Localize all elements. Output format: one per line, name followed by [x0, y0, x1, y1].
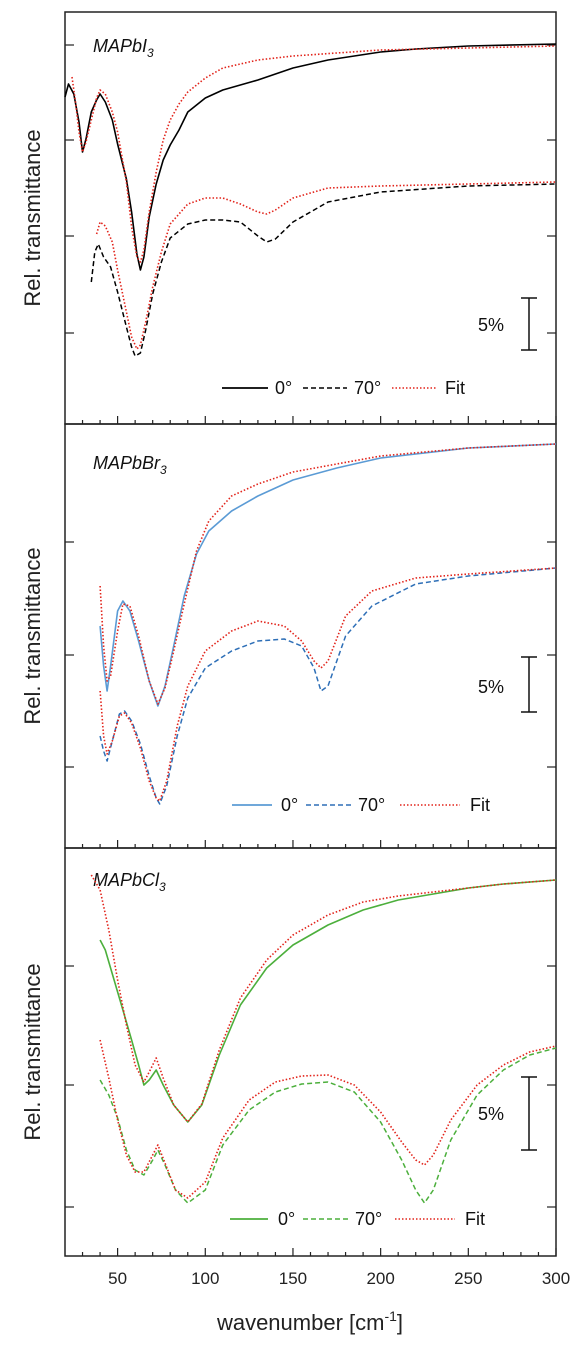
panel-1-series-70deg	[90, 183, 557, 357]
panel-1-scale-bar: 5%	[478, 297, 537, 351]
panel-1-series-0deg	[64, 43, 557, 271]
series-layer	[64, 43, 557, 1204]
legend-label-70deg: 70°	[354, 378, 381, 398]
panel-2-frame	[64, 423, 557, 849]
legend-label-fit: Fit	[445, 378, 465, 398]
x-tick-label: 300	[542, 1269, 570, 1288]
svg-text:5%: 5%	[478, 1104, 504, 1124]
svg-text:5%: 5%	[478, 315, 504, 335]
panel-3-scale-bar: 5%	[478, 1076, 537, 1151]
panel-1-legend: 0° 70° Fit	[222, 378, 465, 398]
legend-label-fit: Fit	[470, 795, 490, 815]
legend-label-70deg: 70°	[358, 795, 385, 815]
panel-3-series-0deg	[99, 879, 557, 1123]
legend-label-70deg: 70°	[355, 1209, 382, 1229]
x-tick-label: 50	[108, 1269, 127, 1288]
x-axis-label: wavenumber [cm-1]	[216, 1308, 403, 1335]
panel-1-frame	[64, 11, 557, 425]
panel-3-series-70deg	[99, 1047, 557, 1204]
panel-3-compound-label: MAPbCl3	[93, 870, 166, 894]
panel-2-series-70deg	[99, 567, 557, 805]
panel-3-series-fit	[99, 1039, 557, 1199]
panel-1-series-fit	[95, 181, 557, 350]
legend-label-0deg: 0°	[278, 1209, 295, 1229]
legend-label-fit: Fit	[465, 1209, 485, 1229]
x-tick-label: 200	[366, 1269, 394, 1288]
panel-3-legend: 0° 70° Fit	[230, 1209, 485, 1229]
panel-2-scale-bar: 5%	[478, 656, 537, 713]
panel-1-series-fit	[71, 45, 557, 263]
ticks-layer: 50 100 150 200 250 300	[65, 44, 570, 1288]
panel-1-compound-label: MAPbI3	[93, 36, 154, 60]
panel-2-ylabel: Rel. transmittance	[20, 547, 45, 724]
x-tick-label: 150	[279, 1269, 307, 1288]
panel-1-ylabel: Rel. transmittance	[20, 129, 45, 306]
x-tick-label: 250	[454, 1269, 482, 1288]
panel-2-compound-label: MAPbBr3	[93, 453, 167, 477]
legend-label-0deg: 0°	[281, 795, 298, 815]
panel-3-ylabel: Rel. transmittance	[20, 963, 45, 1140]
panel-2-series-0deg	[99, 443, 557, 707]
svg-text:5%: 5%	[478, 677, 504, 697]
panel-2-series-fit	[99, 567, 557, 802]
panel-3-series-fit	[90, 874, 557, 1123]
panel-2-legend: 0° 70° Fit	[232, 795, 490, 815]
panel-3-frame	[64, 847, 557, 1257]
x-tick-label: 100	[191, 1269, 219, 1288]
panel-2-series-fit	[99, 443, 557, 705]
legend-label-0deg: 0°	[275, 378, 292, 398]
